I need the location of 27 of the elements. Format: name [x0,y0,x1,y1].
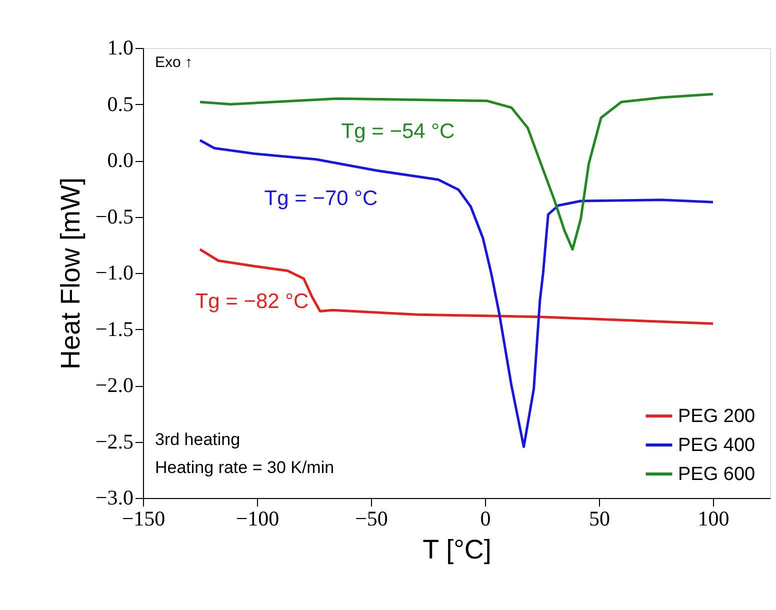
annotation: Tg = −82 °C [195,290,309,313]
annotation: Exo ↑ [155,54,193,71]
y-tick-label: 0.5 [107,92,134,116]
y-tick-label: −1.5 [95,316,134,341]
x-tick-label: 100 [698,506,730,530]
y-axis-title: Heat Flow [mW] [55,177,86,370]
y-tick-label: −3.0 [95,486,134,510]
x-tick-label: 0 [480,506,491,530]
y-tick-label: 0.0 [107,148,134,172]
line-series [198,92,714,251]
x-tick-label: −50 [355,506,388,530]
y-tick-label: −2.0 [95,373,134,397]
annotation: 3rd heating [155,430,240,449]
x-tick-label: −100 [236,506,280,530]
x-tick-label: −150 [122,506,166,530]
legend-label: PEG 400 [678,435,756,456]
legend-label: PEG 200 [678,406,756,427]
legend-label: PEG 600 [678,464,756,485]
x-tick-label: 50 [589,506,610,530]
annotation: Tg = −70 °C [264,187,378,210]
annotation: Tg = −54 °C [341,120,455,143]
x-axis-title: T [°C] [422,534,492,564]
y-tick-label: −0.5 [95,204,134,228]
annotation: Heating rate = 30 K/min [155,458,334,477]
y-tick-label: −1.0 [95,260,134,284]
y-tick-label: 1.0 [107,36,134,60]
y-tick-label: −2.5 [95,429,134,454]
